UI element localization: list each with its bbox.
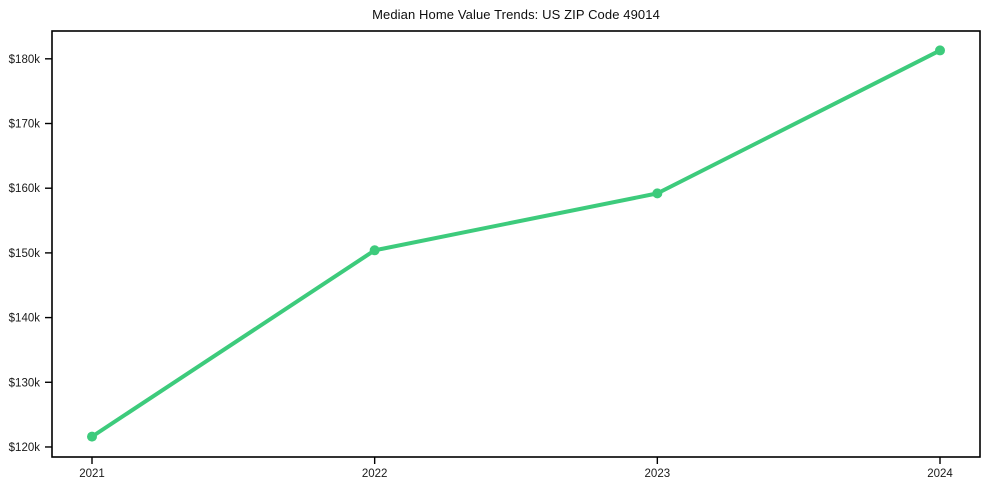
x-tick-label: 2023 [645, 468, 671, 480]
y-tick-label: $180k [9, 54, 41, 66]
x-tick-label: 2024 [927, 468, 953, 480]
x-tick-label: 2022 [362, 468, 388, 480]
trend-line [90, 48, 942, 439]
x-axis-ticks: 2021 2022 2023 2024 [79, 457, 953, 480]
y-tick-label: $150k [9, 248, 41, 260]
data-point [935, 45, 945, 56]
x-tick-label: 2021 [79, 468, 105, 480]
data-point [87, 431, 97, 442]
y-tick-label: $170k [9, 119, 41, 131]
data-point [369, 245, 380, 256]
y-tick-label: $140k [9, 313, 41, 325]
chart-title: Median Home Value Trends: US ZIP Code 49… [372, 7, 660, 22]
y-tick-label: $160k [9, 183, 41, 195]
data-point-markers [87, 45, 945, 442]
data-point [652, 188, 663, 199]
y-tick-label: $130k [9, 377, 41, 389]
y-tick-label: $120k [9, 442, 41, 454]
plot-frame [51, 30, 981, 458]
y-axis-ticks: $120k $130k $140k $150k $160k $170k $180k [9, 54, 52, 454]
